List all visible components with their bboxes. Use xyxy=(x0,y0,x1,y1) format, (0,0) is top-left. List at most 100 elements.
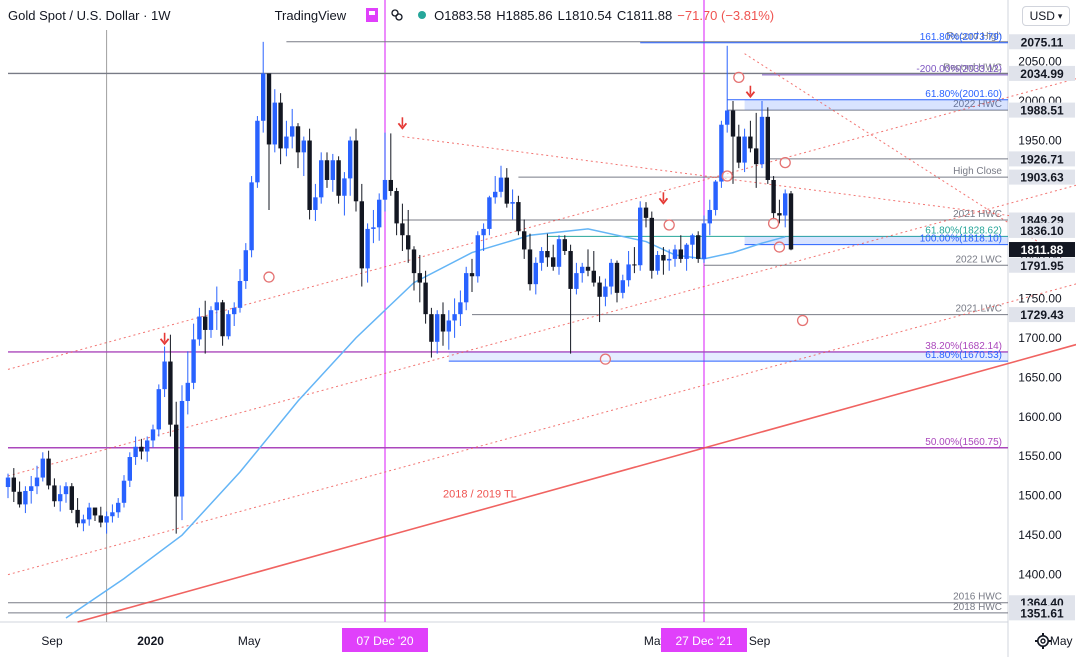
candle-body xyxy=(411,249,417,274)
price-tag-bg xyxy=(1009,169,1075,185)
candle xyxy=(498,165,504,198)
symbol-title[interactable]: Gold Spot / U.S. Dollar · 1W xyxy=(8,7,171,23)
price-tag: 2075.11 xyxy=(1009,34,1075,50)
arrow-head xyxy=(658,197,669,205)
level-label: 100.00%(1818.10) xyxy=(920,234,1002,245)
candle xyxy=(348,136,353,196)
x-tick-label: May xyxy=(644,634,667,648)
level-label: 50.00%(1560.75) xyxy=(925,437,1002,448)
candle-body xyxy=(446,320,451,332)
chevron-down-icon: ▾ xyxy=(1057,10,1063,21)
candle xyxy=(168,334,173,437)
candle xyxy=(5,473,11,499)
level-label: High Close xyxy=(953,166,1002,177)
candle-body xyxy=(174,424,179,497)
moving-average-line xyxy=(65,228,786,619)
candle xyxy=(313,183,318,222)
candle xyxy=(220,299,225,346)
currency-selector[interactable]: USD ▾ xyxy=(1022,6,1070,26)
candle-body xyxy=(574,273,579,289)
candle-body xyxy=(87,507,92,520)
candle-body xyxy=(162,361,167,390)
candle xyxy=(295,123,301,169)
price-tag-bg xyxy=(1009,257,1075,273)
candle xyxy=(510,189,515,220)
candle-body xyxy=(313,197,318,210)
candle-body xyxy=(759,116,765,165)
candle-body xyxy=(388,179,393,192)
candle xyxy=(533,257,538,295)
pivot-arrow-icon xyxy=(745,85,756,99)
compare-icon[interactable] xyxy=(390,8,403,22)
candle-body xyxy=(626,264,631,281)
arrow-head xyxy=(159,338,170,346)
price-tag: 1791.95 xyxy=(1009,257,1075,273)
candle xyxy=(185,351,190,415)
candle-body xyxy=(116,502,121,513)
candle xyxy=(475,231,480,283)
candle xyxy=(777,199,782,224)
flag-icon[interactable] xyxy=(366,8,379,22)
candle-body xyxy=(481,228,486,236)
candle-body xyxy=(139,446,144,452)
candle xyxy=(690,233,695,259)
candle xyxy=(522,219,527,259)
candle xyxy=(17,481,22,508)
trend-line xyxy=(7,283,1076,576)
candle xyxy=(725,45,730,133)
candle-body xyxy=(777,213,782,216)
candle-body xyxy=(243,250,248,282)
candle-body xyxy=(742,136,747,163)
pivot-circle xyxy=(721,170,733,182)
level-label: 38.20%(1682.14) xyxy=(925,341,1002,352)
date-tag-bg xyxy=(661,628,747,652)
level-label: 2018 HWC xyxy=(953,602,1002,613)
candle xyxy=(469,258,475,293)
candle xyxy=(232,302,237,326)
candle xyxy=(719,120,724,188)
candle-body xyxy=(522,231,527,250)
candle-body xyxy=(493,191,498,198)
pivot-arrow-icon xyxy=(159,332,170,346)
candle-body xyxy=(713,181,718,210)
candle-body xyxy=(783,193,788,216)
date-tag-label: 27 Dec '21 xyxy=(676,634,733,648)
currency-label: USD xyxy=(1029,9,1055,23)
candle-body xyxy=(771,179,776,214)
candle xyxy=(145,436,150,462)
candle-body xyxy=(150,429,156,441)
candle xyxy=(649,211,654,279)
candle xyxy=(452,298,457,338)
candle-body xyxy=(63,486,69,495)
candle-body xyxy=(214,302,219,311)
candle-body xyxy=(591,270,596,283)
candle xyxy=(330,153,335,192)
candle-body xyxy=(203,316,208,330)
y-tick-label: 1500.00 xyxy=(1018,489,1062,503)
pivot-circle xyxy=(779,156,791,169)
pivot-circle xyxy=(767,217,780,230)
level-label: 61.80%(1670.53) xyxy=(925,350,1002,361)
price-tag-label: 1836.10 xyxy=(1020,224,1064,238)
level-label: 2021 LWC xyxy=(955,304,1002,315)
candle xyxy=(661,247,666,275)
price-tag-bg xyxy=(1009,151,1075,167)
candle xyxy=(255,116,260,188)
price-tag-label: 1903.63 xyxy=(1020,171,1064,185)
candle xyxy=(539,247,544,271)
candle xyxy=(736,124,741,169)
candle-body xyxy=(5,477,11,488)
candle xyxy=(179,385,185,521)
candle xyxy=(388,133,393,196)
gear-icon[interactable] xyxy=(1034,632,1052,650)
candle-body xyxy=(69,486,74,510)
candle xyxy=(765,107,770,184)
candle-body xyxy=(788,193,794,250)
candle xyxy=(585,249,591,277)
candle-body xyxy=(603,286,608,297)
candle-body xyxy=(365,228,370,269)
pivot-circle xyxy=(796,314,809,327)
candle-body xyxy=(562,239,567,252)
candle-body xyxy=(696,235,701,259)
